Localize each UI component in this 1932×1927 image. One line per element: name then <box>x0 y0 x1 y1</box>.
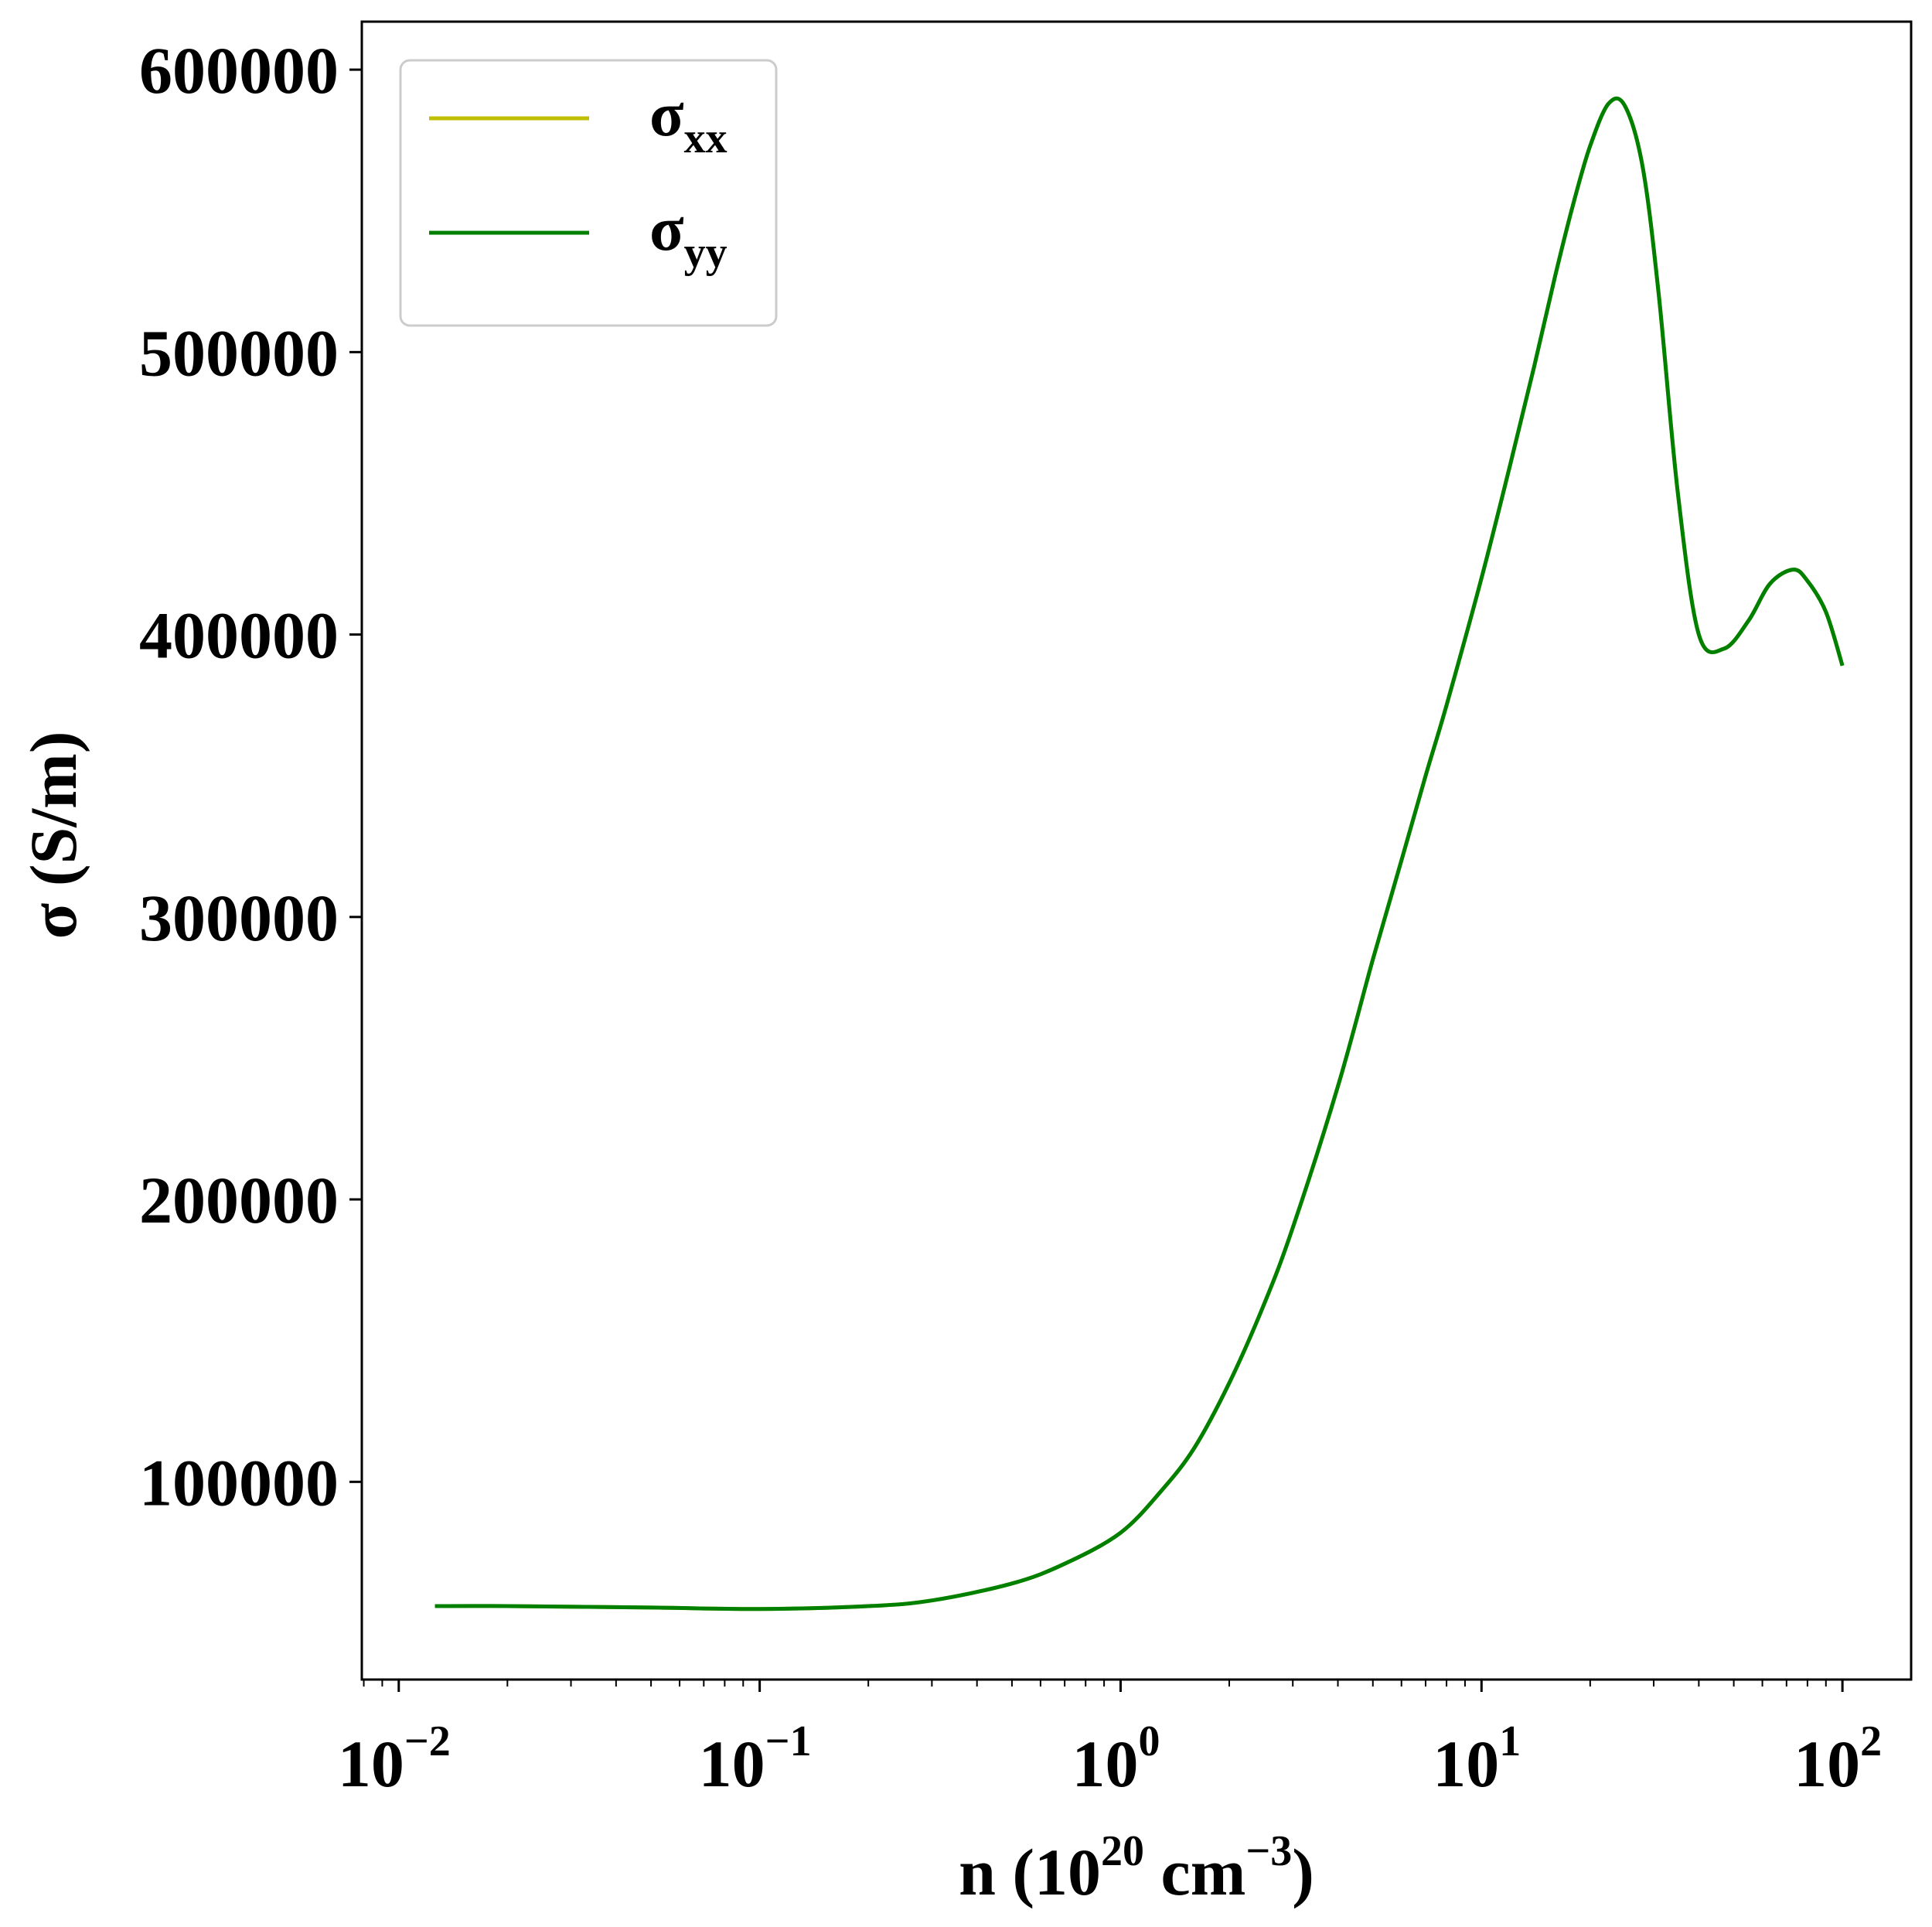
y-tick-label-3: 400000 <box>139 599 339 673</box>
plot-frame <box>360 20 1913 1681</box>
legend: σxx σyy <box>399 59 778 327</box>
legend-label-yy: σyy <box>649 193 727 277</box>
x-tick-label-2: 100 <box>1072 1717 1160 1801</box>
y-tick-label-2: 300000 <box>139 881 339 955</box>
y-tick-label-4: 500000 <box>139 315 339 390</box>
x-tick-label-4: 102 <box>1794 1717 1882 1801</box>
legend-label-xx: σxx <box>649 79 727 162</box>
y-tick-label-0: 100000 <box>139 1445 339 1519</box>
series-line-σ-yy <box>434 96 1845 1612</box>
x-tick-label-1: 10−1 <box>699 1717 812 1801</box>
y-axis-label: σ (S/m) <box>16 732 90 940</box>
x-tick-label-3: 101 <box>1433 1717 1521 1801</box>
legend-box <box>399 59 778 327</box>
x-tick-label-0: 10−2 <box>338 1717 451 1801</box>
y-tick-label-5: 600000 <box>139 33 339 107</box>
x-ticks: 10−2 10−1 100 101 102 <box>338 1680 1882 1801</box>
series-lines <box>434 96 1845 1612</box>
y-tick-label-1: 200000 <box>139 1163 339 1237</box>
y-ticks: 100000 200000 300000 400000 500000 600000 <box>139 33 362 1519</box>
x-axis-label: n (1020 cm−3) <box>959 1827 1314 1909</box>
